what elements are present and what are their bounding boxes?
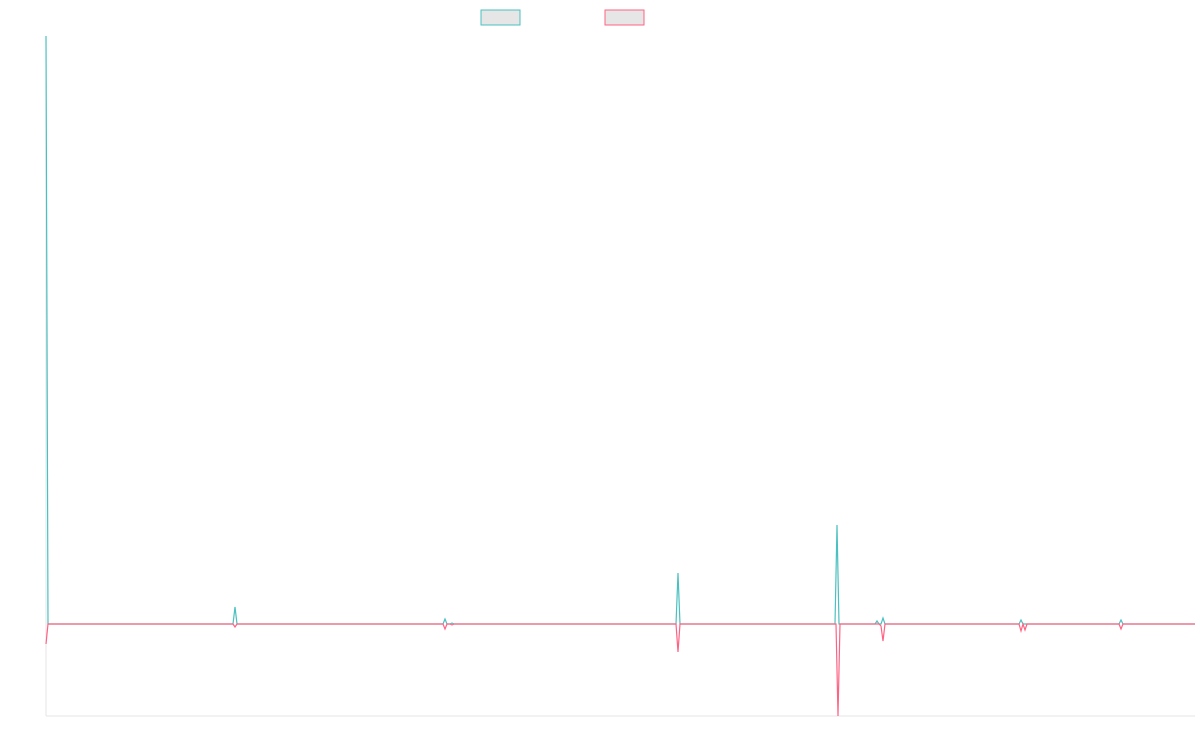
legend-swatch [480,9,521,26]
legend-swatch [604,9,645,26]
data-line [45,621,1195,717]
data-line [45,35,1195,625]
